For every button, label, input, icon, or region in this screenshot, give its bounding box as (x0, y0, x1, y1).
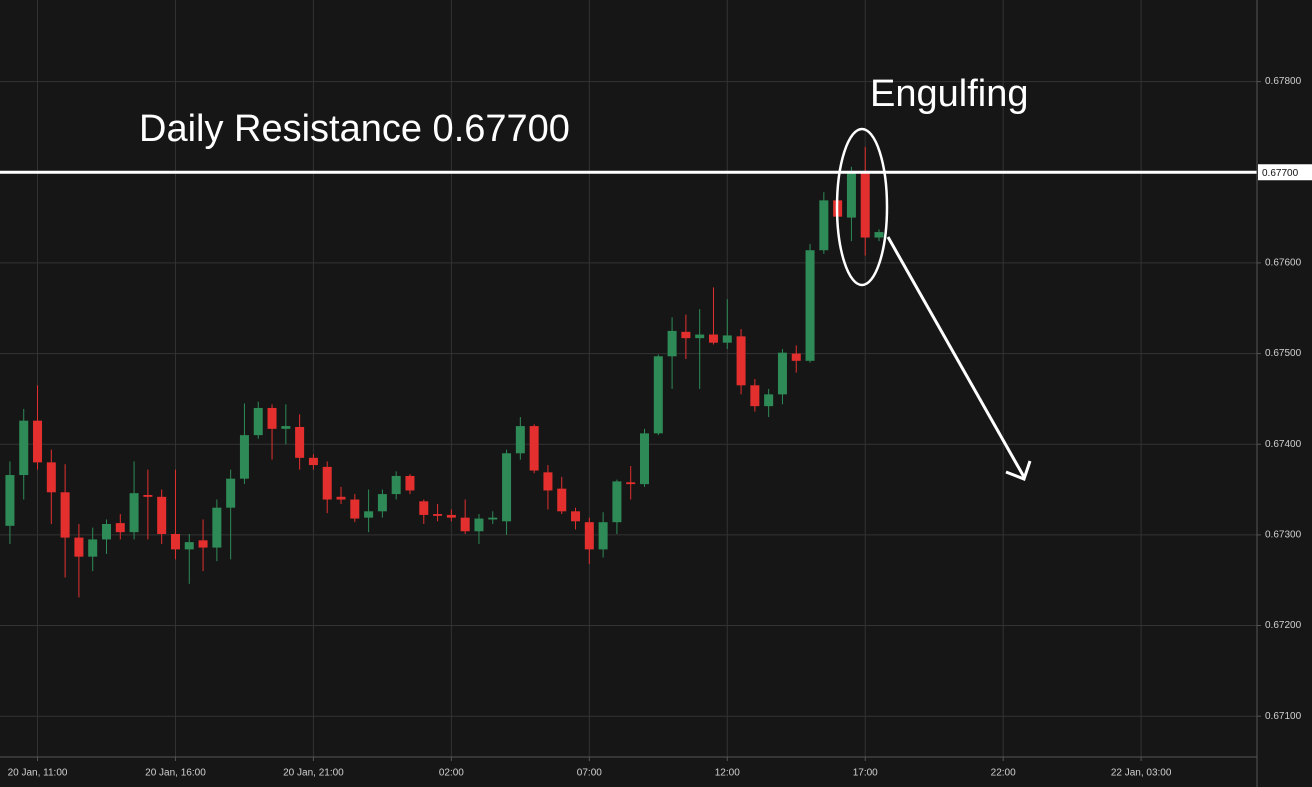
x-tick-label: 20 Jan, 11:00 (8, 768, 68, 779)
x-tick-label: 17:00 (853, 768, 878, 779)
candle-body (695, 334, 705, 339)
candle-body (60, 492, 70, 538)
candles (0, 146, 1257, 598)
candle-body (529, 426, 539, 471)
x-tick-label: 02:00 (439, 768, 464, 779)
candle-body (350, 499, 360, 519)
candle-body (19, 420, 29, 476)
candle-body (198, 540, 208, 548)
y-tick-label: 0.67100 (1265, 711, 1302, 722)
candle-body (267, 407, 277, 429)
candle-body (5, 475, 15, 526)
candle-body (115, 523, 125, 533)
candle-body (143, 494, 153, 497)
candle-body (405, 475, 415, 491)
candle-body (364, 511, 374, 518)
price-label: 0.67700 (1262, 168, 1299, 179)
resistance-annotation: Daily Resistance 0.67700 (139, 108, 570, 150)
candle-body (184, 542, 194, 550)
x-tick-label: 12:00 (715, 768, 740, 779)
candle-body (653, 356, 663, 434)
candle-body (474, 518, 484, 532)
y-tick-label: 0.67800 (1265, 76, 1302, 87)
y-tick-label: 0.67600 (1265, 258, 1302, 269)
x-tick-label: 22 Jan, 03:00 (1111, 768, 1172, 779)
highlight-ellipse (835, 127, 889, 287)
arrow-head (1005, 460, 1032, 481)
candle-body (446, 514, 456, 518)
candle-body (377, 494, 387, 512)
candle-body (281, 426, 291, 429)
candle-body (308, 457, 318, 466)
candle-body (488, 517, 498, 520)
candle-body (584, 522, 594, 550)
candle-body (598, 522, 608, 550)
axis-labels: 0.67100 0.67200 0.67300 0.67400 0.67500 0.676… (8, 76, 1312, 779)
candle-body (819, 200, 829, 251)
candle-body (433, 514, 443, 516)
candle-body (874, 232, 884, 238)
engulfing-annotation: Engulfing (870, 73, 1028, 115)
candle-body (681, 331, 691, 339)
arrow-shaft (886, 236, 1026, 478)
candle-body (805, 250, 815, 361)
candle-body (612, 481, 622, 523)
candle-body (322, 466, 332, 500)
candle-body (157, 496, 167, 534)
x-tick-label: 22:00 (991, 768, 1016, 779)
candle-body (129, 493, 139, 533)
candle-body (502, 453, 512, 522)
x-tick-label: 07:00 (577, 768, 602, 779)
candle-body (846, 173, 856, 218)
y-tick-label: 0.67300 (1265, 530, 1302, 541)
candle-body (226, 478, 236, 508)
price-label-box (1258, 164, 1312, 181)
candle-body (750, 385, 760, 407)
candle-body (101, 524, 111, 540)
candle-body (667, 330, 677, 357)
y-tick-label: 0.67500 (1265, 348, 1302, 359)
y-tick-label: 0.67200 (1265, 620, 1302, 631)
candle-body (515, 426, 525, 454)
candle-body (543, 472, 553, 491)
candle-body (708, 334, 718, 343)
candle-body (722, 335, 732, 343)
candle-body (74, 537, 84, 557)
overlay: Daily Resistance 0.67700 Engulfing (139, 73, 1032, 481)
candle-body (239, 435, 249, 479)
candle-body (626, 482, 636, 485)
candle-body (557, 488, 567, 512)
candle-body (33, 420, 43, 463)
candle-body (212, 507, 222, 548)
candle-body (419, 501, 429, 515)
candle-body (88, 539, 98, 557)
candle-body (640, 433, 650, 485)
candle-body (46, 462, 56, 493)
candle-body (736, 336, 746, 386)
candle-body (764, 394, 774, 407)
candle-body (860, 173, 870, 238)
candle-body (791, 353, 801, 361)
grid (0, 0, 1257, 757)
candle-body (336, 496, 346, 500)
candle-body (571, 511, 581, 522)
candle-body (253, 407, 263, 436)
candle-body (170, 533, 180, 550)
y-tick-label: 0.67400 (1265, 439, 1302, 450)
candle-body (295, 427, 305, 458)
candle-body (460, 517, 470, 532)
candle-body (777, 352, 787, 395)
x-tick-label: 20 Jan, 16:00 (145, 768, 206, 779)
x-tick-label: 20 Jan, 21:00 (283, 768, 344, 779)
candle-body (391, 475, 401, 495)
